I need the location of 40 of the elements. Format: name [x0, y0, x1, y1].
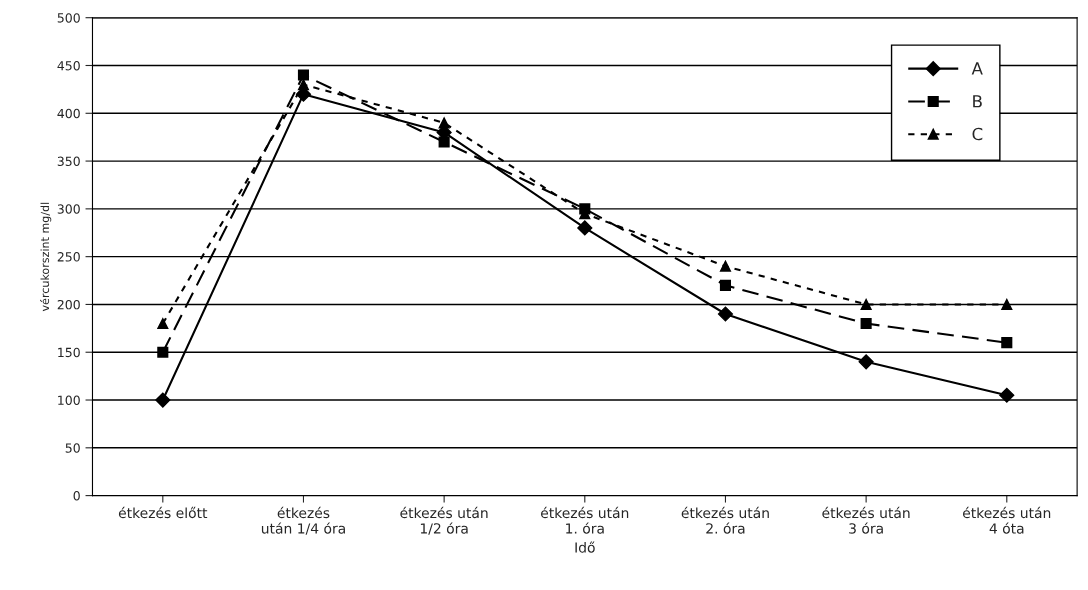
point	[858, 354, 874, 370]
legend-label: C	[972, 127, 983, 141]
point	[860, 317, 872, 330]
point	[719, 279, 732, 291]
x-tick-label: étkezés után 2. óra	[681, 506, 769, 534]
x-tick-label: étkezés előtt	[118, 506, 208, 519]
point	[719, 260, 732, 272]
y-tick-label: 50	[65, 443, 80, 453]
y-tick-label: 500	[57, 13, 80, 23]
y-tick-label: 150	[58, 347, 80, 358]
point	[157, 317, 169, 330]
point	[1001, 337, 1013, 349]
x-tick-label: étkezés után 1. óra	[541, 506, 629, 534]
x-tick-label: étkezés után 1/2 óra	[400, 506, 488, 535]
point	[717, 306, 734, 322]
y-tick-label: 250	[57, 252, 80, 262]
legend-label: B	[973, 95, 982, 108]
legend-label: A	[971, 62, 983, 75]
x-tick-label: étkezés után 3 óra	[822, 506, 910, 534]
x-axis-title: Idő	[575, 541, 595, 553]
y-tick-label: 350	[57, 156, 80, 166]
point	[438, 136, 450, 148]
y-tick-label: 200	[57, 299, 80, 310]
point	[438, 117, 450, 129]
y-tick-label: 450	[57, 60, 80, 71]
point	[1001, 298, 1013, 310]
y-axis-title: vércukorszint mg/dl	[40, 202, 52, 312]
point	[297, 69, 310, 81]
y-tick-label: 300	[57, 204, 80, 214]
point	[860, 298, 872, 310]
x-tick-label: étkezés után 4 óta	[962, 506, 1051, 534]
point	[577, 220, 593, 236]
point	[157, 346, 169, 358]
y-tick-label: 100	[58, 395, 80, 405]
y-tick-label: 0	[73, 491, 80, 501]
point	[999, 387, 1015, 403]
point	[155, 392, 171, 408]
x-tick-label: étkezés után 1/4 óra	[261, 506, 345, 535]
y-tick-label: 400	[57, 108, 80, 119]
point	[297, 79, 310, 91]
